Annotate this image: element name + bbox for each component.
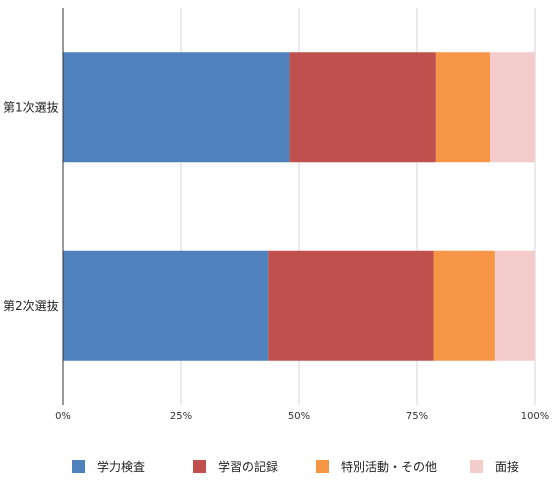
legend-swatch [470, 459, 483, 473]
bar-segment [435, 52, 491, 163]
bar-segment [289, 52, 436, 163]
legend-swatch [316, 459, 329, 473]
bar-segment [63, 52, 290, 163]
bar-segment [63, 250, 269, 361]
bar-segment [490, 52, 535, 163]
legend-swatch [193, 459, 206, 473]
category-label: 第2次選抜 [3, 299, 59, 313]
x-tick-label: 50% [288, 411, 310, 422]
legend-label: 面接 [495, 459, 520, 474]
x-tick-labels: 0% 25% 50% 75% 100% [55, 411, 549, 422]
x-tick-label: 75% [406, 411, 428, 422]
legend-label: 学習の記録 [218, 459, 279, 474]
x-tick-label: 100% [521, 411, 550, 422]
bar-segment [268, 250, 434, 361]
bar-segment [433, 250, 495, 361]
x-tick-label: 0% [55, 411, 71, 422]
bar-segment [494, 250, 535, 361]
legend-item: 特別活動・その他 [316, 456, 437, 476]
legend-label: 特別活動・その他 [341, 459, 438, 474]
legend-item: 学習の記録 [193, 456, 278, 476]
legend-label: 学力検査 [97, 459, 146, 474]
legend-item: 面接 [470, 456, 519, 476]
x-tick-label: 25% [170, 411, 192, 422]
bars [63, 52, 535, 361]
legend-item: 学力検査 [72, 456, 145, 476]
legend: 学力検査 学習の記録 特別活動・その他 面接 [0, 456, 555, 480]
category-label: 第1次選抜 [3, 100, 59, 114]
legend-swatch [72, 459, 85, 473]
